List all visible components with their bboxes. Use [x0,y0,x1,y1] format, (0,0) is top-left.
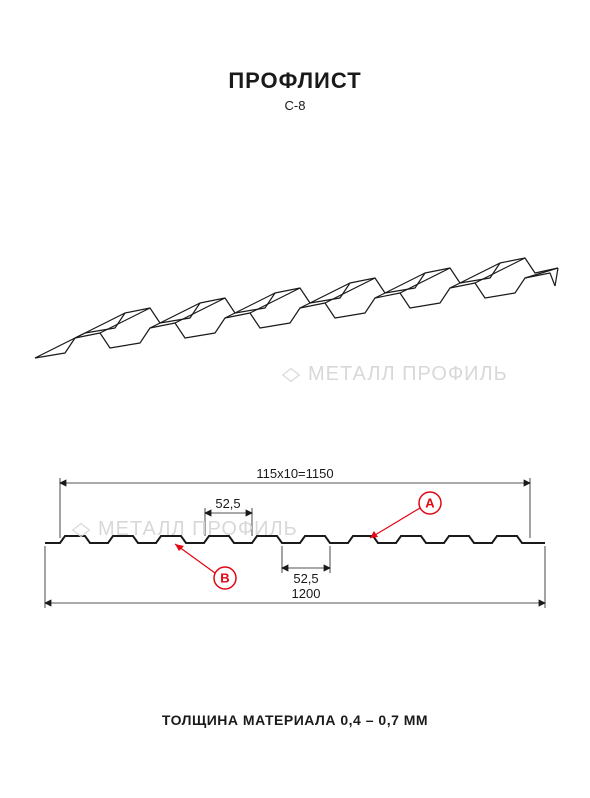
callout-b: B [175,544,236,589]
page-subtitle: С-8 [0,98,590,113]
dim-top-label: 115х10=1150 [256,468,333,481]
dim-lower-mid-label: 52,5 [293,571,318,586]
dim-bottom-label: 1200 [292,586,321,601]
svg-text:A: A [425,496,435,511]
dim-upper-mid-label: 52,5 [215,496,240,511]
isometric-view [30,238,560,388]
callout-a: A [370,492,441,538]
page-title: ПРОФЛИСТ [0,68,590,94]
svg-text:B: B [220,571,229,586]
cross-section-view: 115х10=1150 52,5 A B [30,468,560,628]
footer-spec: ТОЛЩИНА МАТЕРИАЛА 0,4 – 0,7 ММ [0,712,590,728]
